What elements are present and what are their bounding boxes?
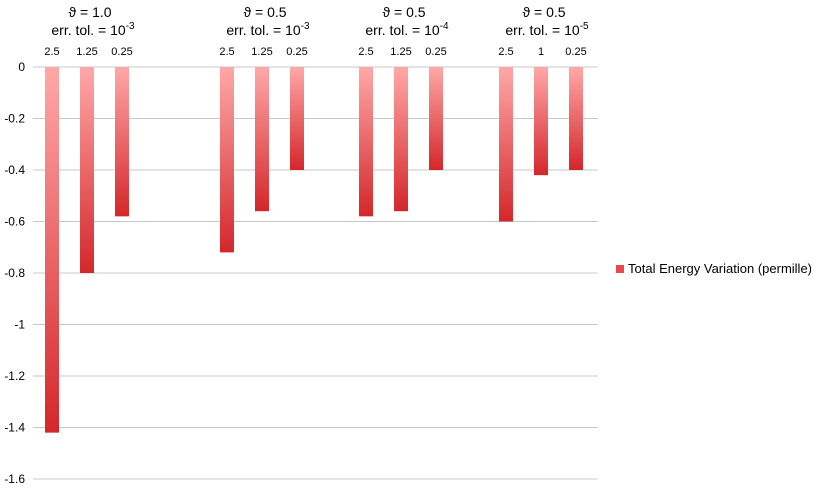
group-theta-label: ϑ = 0.5: [382, 4, 425, 20]
category-label: 2.5: [498, 46, 513, 58]
bar: [394, 67, 408, 212]
bar: [45, 67, 59, 433]
group-theta-label: ϑ = 0.5: [522, 4, 565, 20]
bar: [115, 67, 129, 217]
group-theta-label: ϑ = 0.5: [243, 4, 286, 20]
y-tick-label: -0.2: [4, 112, 25, 126]
legend-swatch: [616, 264, 624, 273]
group-tolerance-label: err. tol. = 10-5: [505, 21, 589, 38]
category-label: 1.25: [251, 46, 272, 58]
y-tick-label: -1: [14, 318, 25, 332]
bar: [255, 67, 269, 212]
group-theta-label: ϑ = 1.0: [68, 4, 111, 20]
category-label: 0.25: [111, 46, 132, 58]
bar: [359, 67, 373, 217]
y-tick-label: -1.2: [4, 369, 25, 383]
category-label: 2.5: [44, 46, 59, 58]
y-tick-label: -0.4: [4, 163, 25, 177]
bar: [429, 67, 443, 170]
y-tick-label: -1.4: [4, 421, 25, 435]
category-label: 1.25: [390, 46, 411, 58]
category-label: 1.25: [76, 46, 97, 58]
category-label: 0.25: [286, 46, 307, 58]
bar: [220, 67, 234, 253]
category-label: 2.5: [219, 46, 234, 58]
bar: [569, 67, 583, 170]
legend: Total Energy Variation (permille): [616, 261, 812, 276]
y-tick-label: 0: [18, 60, 25, 74]
y-tick-label: -1.6: [4, 472, 25, 486]
bar: [534, 67, 548, 176]
bar: [499, 67, 513, 222]
category-label: 0.25: [565, 46, 586, 58]
y-tick-label: -0.8: [4, 266, 25, 280]
y-tick-label: -0.6: [4, 215, 25, 229]
y-axis-tick-labels: 0 -0.2 -0.4 -0.6 -0.8 -1 -1.2 -1.4 -1.6: [4, 60, 25, 486]
category-label: 0.25: [425, 46, 446, 58]
category-label: 2.5: [358, 46, 373, 58]
bar: [80, 67, 94, 273]
bars: [45, 67, 583, 433]
group-tolerance-label: err. tol. = 10-4: [365, 21, 449, 38]
bar: [290, 67, 304, 170]
legend-label: Total Energy Variation (permille): [628, 261, 812, 276]
group-tolerance-label: err. tol. = 10-3: [51, 21, 135, 38]
group-tolerance-label: err. tol. = 10-3: [226, 21, 310, 38]
category-label: 1: [538, 46, 544, 58]
